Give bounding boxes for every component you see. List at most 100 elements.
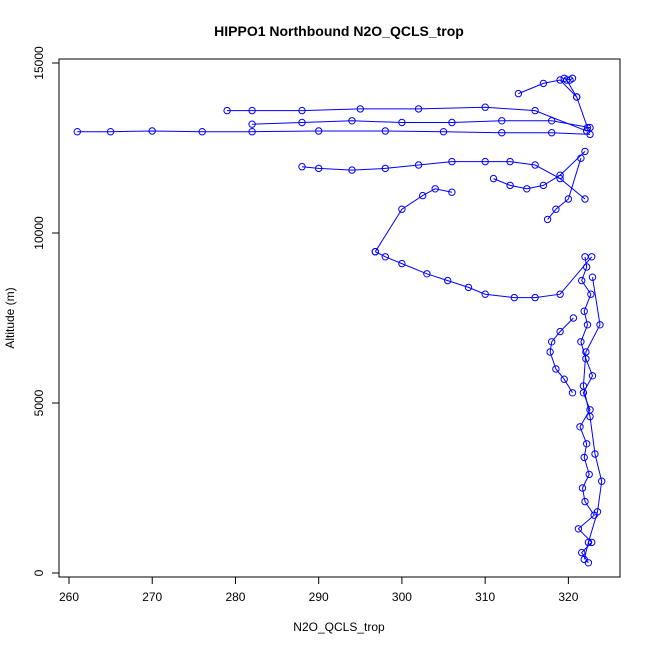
data-point	[419, 191, 427, 200]
data-point	[581, 147, 589, 156]
data-series	[248, 117, 594, 132]
data-point	[591, 450, 599, 458]
data-point	[580, 307, 588, 315]
data-point	[587, 290, 595, 298]
data-point	[588, 372, 597, 380]
data-point	[578, 276, 586, 285]
data-point	[596, 321, 604, 329]
data-series	[543, 154, 585, 224]
data-point	[580, 555, 588, 564]
data-point	[560, 375, 568, 383]
data-point	[381, 127, 389, 135]
data-point	[580, 453, 588, 462]
data-point	[510, 293, 518, 302]
data-series	[73, 127, 594, 139]
series-line	[77, 130, 591, 135]
data-point	[423, 270, 431, 278]
x-axis: 260 270 280 290 300 310 320	[59, 576, 579, 604]
data-point	[398, 118, 406, 127]
data-point	[398, 259, 406, 268]
data-point	[371, 248, 379, 256]
data-point	[582, 348, 590, 356]
data-point	[73, 128, 82, 136]
data-series	[223, 103, 591, 135]
data-point	[548, 129, 556, 137]
data-point	[356, 105, 364, 113]
series-line	[301, 161, 586, 200]
data-point	[481, 290, 489, 298]
y-axis: 0 5000 10000 15000	[32, 46, 60, 576]
x-tick-label: 310	[475, 590, 495, 604]
data-point	[414, 161, 423, 169]
data-point	[489, 174, 498, 183]
data-point	[556, 290, 564, 298]
data-point	[398, 205, 406, 213]
data-point	[523, 185, 531, 193]
data-point	[539, 181, 548, 190]
data-series	[489, 147, 589, 193]
series-line	[227, 106, 587, 132]
data-point	[578, 548, 586, 557]
data-point	[583, 321, 592, 329]
data-point	[481, 157, 489, 166]
data-point	[577, 154, 585, 162]
data-point	[298, 106, 306, 115]
data-point	[498, 129, 506, 137]
data-point	[593, 508, 602, 516]
series-line	[518, 79, 588, 128]
x-axis-label: N2O_QCLS_trop	[293, 620, 385, 634]
series-line	[547, 158, 582, 220]
data-point	[581, 195, 589, 203]
x-tick-label: 290	[309, 590, 329, 604]
data-point	[315, 127, 323, 135]
data-series	[298, 157, 589, 203]
data-point	[198, 128, 206, 136]
data-point	[481, 103, 489, 111]
x-tick-label: 300	[392, 590, 412, 604]
data-point	[506, 157, 514, 166]
series-line	[582, 277, 603, 560]
data-point	[543, 215, 552, 224]
data-point	[568, 74, 577, 83]
data-point	[531, 161, 539, 169]
data-point	[539, 79, 548, 88]
data-point	[588, 273, 597, 281]
data-point	[546, 348, 554, 356]
data-point	[448, 157, 456, 166]
data-point	[552, 205, 560, 213]
data-point	[586, 412, 594, 421]
data-point	[531, 293, 539, 302]
data-point	[514, 89, 523, 98]
data-series	[560, 74, 581, 101]
data-series	[579, 273, 606, 564]
data-point	[584, 538, 593, 547]
y-tick-label: 0	[32, 569, 46, 576]
x-tick-label: 270	[142, 590, 162, 604]
data-point	[548, 338, 556, 346]
data-point	[556, 171, 564, 179]
data-series	[546, 314, 578, 397]
data-point	[506, 181, 514, 190]
data-point	[552, 365, 560, 373]
data-point	[448, 118, 456, 127]
data-point	[248, 106, 256, 115]
data-point	[248, 128, 256, 136]
data-point	[548, 117, 556, 125]
data-point	[298, 163, 306, 171]
data-series	[371, 185, 456, 256]
y-tick-label: 15000	[32, 46, 46, 80]
series-line	[374, 188, 452, 252]
x-tick-label: 320	[558, 590, 578, 604]
series-layer	[73, 74, 606, 567]
data-point	[106, 128, 115, 136]
series-line	[252, 120, 591, 129]
data-point	[577, 338, 585, 346]
data-point	[588, 253, 596, 261]
data-point	[431, 185, 439, 193]
data-point	[348, 117, 356, 125]
data-point	[298, 118, 306, 127]
x-tick-label: 260	[59, 590, 79, 604]
data-point	[573, 93, 581, 101]
